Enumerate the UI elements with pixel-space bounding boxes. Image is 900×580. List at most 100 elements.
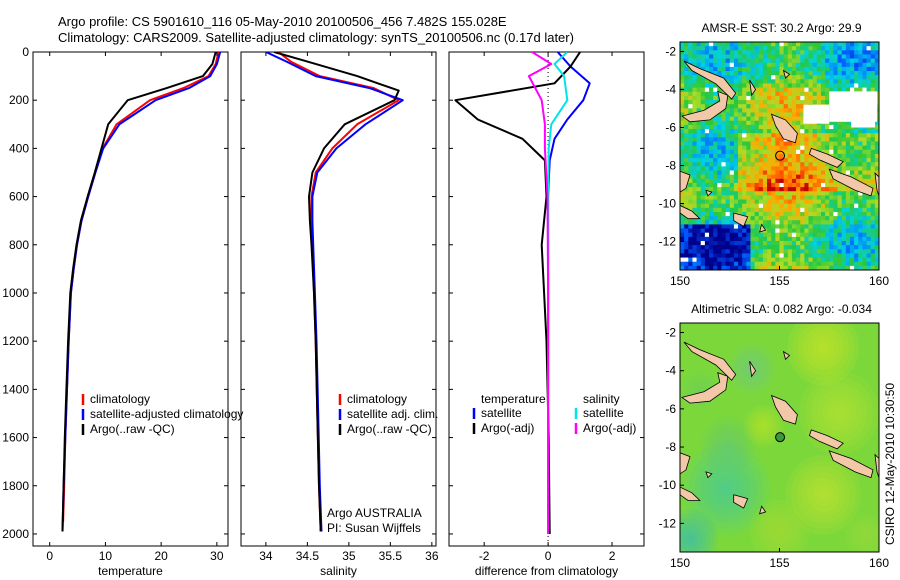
heatmap-cell — [746, 191, 751, 196]
heatmap-cell — [754, 199, 760, 205]
heatmap-cell — [767, 58, 772, 64]
heatmap-cell — [742, 58, 747, 64]
heatmap-cell — [700, 187, 706, 192]
heatmap-cell — [767, 220, 772, 225]
heatmap-cell — [700, 158, 706, 163]
heatmap-cell — [758, 46, 764, 51]
heatmap-cell — [804, 182, 809, 188]
heatmap-cell — [758, 133, 764, 138]
heatmap-cell — [680, 240, 685, 246]
heatmap-cell — [862, 162, 867, 167]
heatmap-cell — [758, 182, 764, 188]
heatmap-cell — [750, 203, 756, 209]
heatmap-cell — [696, 261, 702, 267]
heatmap-cell — [816, 145, 822, 151]
heatmap-cell — [829, 203, 834, 209]
sla-anomaly-patch — [801, 471, 845, 518]
heatmap-cell — [849, 195, 855, 200]
heatmap-cell — [762, 112, 768, 118]
heatmap-cell — [841, 195, 847, 200]
heatmap-cell — [870, 66, 876, 72]
heatmap-cell — [841, 191, 847, 196]
heatmap-cell — [825, 199, 830, 205]
heatmap-cell — [754, 71, 760, 76]
heatmap-cell — [779, 261, 785, 267]
heatmap-cell — [733, 187, 739, 192]
heatmap-cell — [800, 166, 805, 171]
heatmap-cell — [837, 232, 843, 238]
heatmap-cell — [866, 199, 872, 205]
heatmap-cell — [837, 166, 843, 171]
heatmap-cell — [692, 265, 697, 270]
heatmap-cell — [771, 249, 776, 254]
heatmap-cell — [692, 187, 697, 192]
heatmap-cell — [804, 220, 809, 225]
heatmap-cell — [758, 162, 764, 167]
heatmap-cell — [870, 87, 876, 93]
heatmap-cell — [692, 249, 697, 254]
heatmap-cell — [816, 46, 822, 51]
heatmap-cell — [779, 199, 785, 205]
heatmap-cell — [833, 240, 838, 246]
heatmap-cell — [684, 145, 689, 151]
heatmap-cell — [783, 245, 789, 250]
heatmap-cell — [717, 236, 722, 242]
sla-anomaly-patch — [810, 382, 868, 443]
heatmap-cell — [825, 75, 830, 80]
heatmap-cell — [729, 83, 735, 88]
heatmap-cell — [775, 170, 780, 176]
heatmap-cell — [874, 62, 879, 68]
heatmap-cell — [783, 149, 789, 155]
series-line-temperature-argo-adj- — [454, 52, 581, 535]
heatmap-cell — [721, 191, 727, 196]
heatmap-cell — [854, 137, 859, 142]
heatmap-cell — [783, 249, 789, 254]
heatmap-cell — [849, 129, 855, 134]
heatmap-cell — [837, 203, 843, 209]
heatmap-cell — [692, 75, 697, 80]
sla-anomaly-patch — [787, 323, 860, 386]
heatmap-cell — [862, 79, 867, 84]
heatmap-cell — [812, 232, 818, 238]
heatmap-cell — [725, 178, 731, 184]
heatmap-cell — [692, 240, 697, 246]
heatmap-cell — [812, 66, 818, 72]
heatmap-cell — [825, 145, 830, 151]
heatmap-cell — [796, 79, 801, 84]
heatmap-cell — [845, 195, 851, 200]
heatmap-cell — [704, 162, 710, 167]
heatmap-cell — [816, 207, 822, 213]
heatmap-cell — [796, 87, 801, 93]
heatmap-cell — [866, 149, 872, 155]
heatmap-cell — [870, 58, 876, 64]
heatmap-cell — [729, 116, 735, 122]
heatmap-cell — [729, 124, 735, 130]
heatmap-cell — [825, 211, 830, 217]
heatmap-cell — [874, 54, 879, 59]
heatmap-cell — [829, 195, 834, 200]
heatmap-cell — [738, 54, 743, 59]
heatmap-cell — [870, 46, 876, 51]
heatmap-cell — [746, 153, 751, 159]
heatmap-cell — [684, 187, 689, 192]
sla-anomaly-patch — [770, 522, 789, 541]
heatmap-cell — [704, 199, 710, 205]
heatmap-cell — [758, 257, 764, 263]
heatmap-cell — [825, 178, 830, 184]
heatmap-cell — [833, 178, 838, 184]
heatmap-cell — [700, 211, 706, 217]
heatmap-cell — [767, 104, 772, 109]
heatmap-cell — [696, 91, 702, 97]
heatmap-cell — [825, 50, 830, 55]
heatmap-cell — [733, 265, 739, 270]
y-tick-label: 600 — [9, 190, 29, 204]
heatmap-cell — [870, 170, 876, 176]
heatmap-cell — [709, 166, 714, 171]
heatmap-cell — [680, 253, 685, 258]
heatmap-cell — [704, 253, 710, 258]
heatmap-cell — [854, 228, 859, 234]
heatmap-cell — [696, 124, 702, 130]
heatmap-cell — [709, 191, 714, 196]
heatmap-cell — [746, 104, 751, 109]
heatmap-cell — [680, 137, 685, 142]
